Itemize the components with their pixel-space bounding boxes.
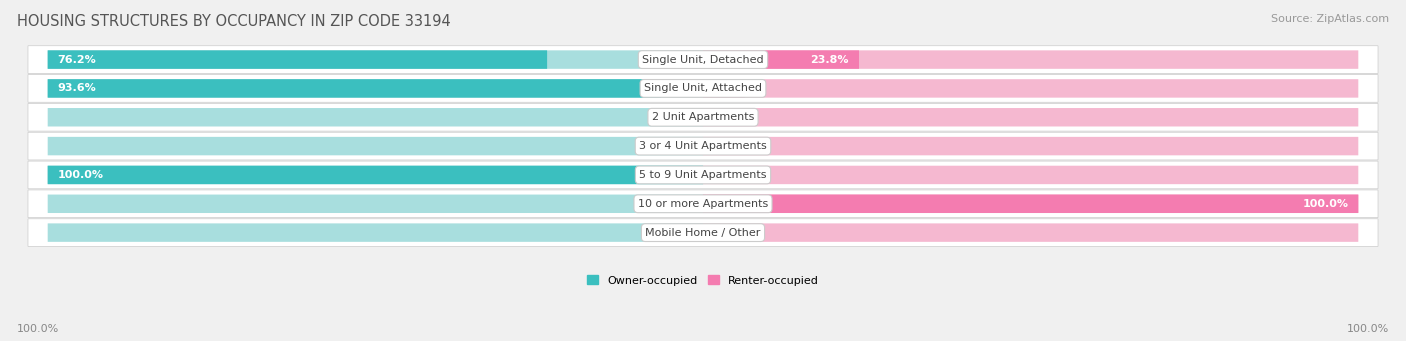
Text: 10 or more Apartments: 10 or more Apartments — [638, 199, 768, 209]
Text: Source: ZipAtlas.com: Source: ZipAtlas.com — [1271, 14, 1389, 24]
Text: 23.8%: 23.8% — [811, 55, 849, 64]
FancyBboxPatch shape — [48, 195, 703, 213]
Text: 6.4%: 6.4% — [704, 84, 735, 93]
FancyBboxPatch shape — [48, 223, 703, 242]
Text: 2 Unit Apartments: 2 Unit Apartments — [652, 112, 754, 122]
FancyBboxPatch shape — [703, 79, 745, 98]
Text: Mobile Home / Other: Mobile Home / Other — [645, 227, 761, 238]
FancyBboxPatch shape — [28, 46, 1378, 73]
FancyBboxPatch shape — [28, 132, 1378, 160]
FancyBboxPatch shape — [703, 108, 1358, 127]
FancyBboxPatch shape — [28, 190, 1378, 218]
Text: 0.0%: 0.0% — [662, 199, 690, 209]
FancyBboxPatch shape — [28, 103, 1378, 131]
FancyBboxPatch shape — [703, 166, 1358, 184]
FancyBboxPatch shape — [48, 166, 703, 184]
FancyBboxPatch shape — [703, 195, 1358, 213]
FancyBboxPatch shape — [28, 75, 1378, 102]
FancyBboxPatch shape — [48, 79, 703, 98]
FancyBboxPatch shape — [703, 223, 1358, 242]
Legend: Owner-occupied, Renter-occupied: Owner-occupied, Renter-occupied — [582, 271, 824, 290]
Text: HOUSING STRUCTURES BY OCCUPANCY IN ZIP CODE 33194: HOUSING STRUCTURES BY OCCUPANCY IN ZIP C… — [17, 14, 450, 29]
FancyBboxPatch shape — [703, 137, 1358, 155]
Text: 0.0%: 0.0% — [662, 112, 690, 122]
Text: 93.6%: 93.6% — [58, 84, 97, 93]
FancyBboxPatch shape — [703, 50, 859, 69]
Text: 0.0%: 0.0% — [662, 141, 690, 151]
Text: 0.0%: 0.0% — [716, 112, 744, 122]
Text: 100.0%: 100.0% — [1302, 199, 1348, 209]
Text: 76.2%: 76.2% — [58, 55, 97, 64]
FancyBboxPatch shape — [48, 137, 703, 155]
Text: 100.0%: 100.0% — [58, 170, 104, 180]
FancyBboxPatch shape — [48, 50, 703, 69]
FancyBboxPatch shape — [28, 219, 1378, 247]
Text: 3 or 4 Unit Apartments: 3 or 4 Unit Apartments — [640, 141, 766, 151]
Text: Single Unit, Detached: Single Unit, Detached — [643, 55, 763, 64]
FancyBboxPatch shape — [703, 79, 1358, 98]
Text: 0.0%: 0.0% — [716, 141, 744, 151]
FancyBboxPatch shape — [48, 108, 703, 127]
Text: 0.0%: 0.0% — [716, 170, 744, 180]
Text: 100.0%: 100.0% — [17, 324, 59, 334]
Text: Single Unit, Attached: Single Unit, Attached — [644, 84, 762, 93]
FancyBboxPatch shape — [48, 50, 547, 69]
FancyBboxPatch shape — [48, 166, 703, 184]
Text: 5 to 9 Unit Apartments: 5 to 9 Unit Apartments — [640, 170, 766, 180]
Text: 0.0%: 0.0% — [662, 227, 690, 238]
Text: 0.0%: 0.0% — [716, 227, 744, 238]
Text: 100.0%: 100.0% — [1347, 324, 1389, 334]
FancyBboxPatch shape — [703, 50, 1358, 69]
FancyBboxPatch shape — [28, 161, 1378, 189]
FancyBboxPatch shape — [703, 195, 1358, 213]
FancyBboxPatch shape — [48, 79, 661, 98]
